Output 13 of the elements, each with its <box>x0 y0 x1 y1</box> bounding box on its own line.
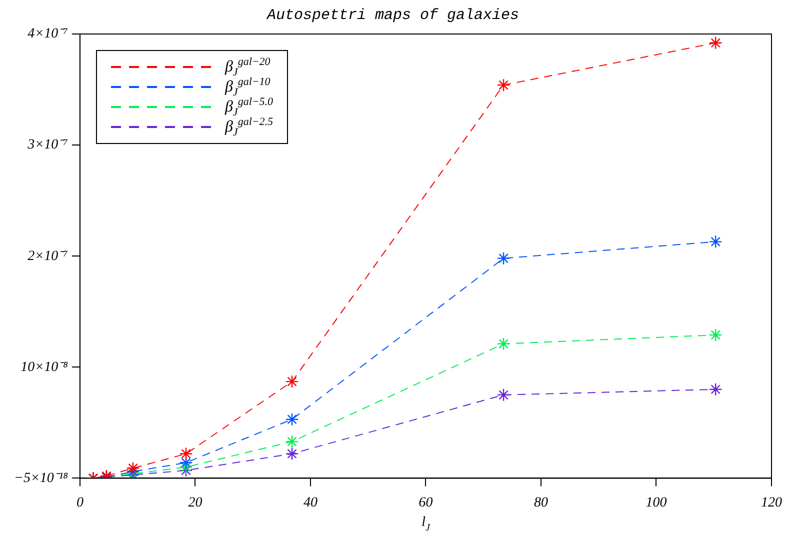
x-tick-label: 100 <box>646 495 667 510</box>
y-tick-label: −5×10⁻¹⁸ <box>14 470 68 486</box>
y-tick-label: 10×10⁻⁸ <box>20 360 68 375</box>
x-tick-label: 120 <box>761 495 782 510</box>
x-tick-label: 60 <box>418 495 433 510</box>
x-tick-label: 80 <box>534 495 548 510</box>
x-tick-label: 0 <box>76 495 84 510</box>
x-tick-label: 40 <box>303 495 318 510</box>
x-tick-label: 20 <box>188 495 202 510</box>
y-tick-label: 4×10⁻⁷ <box>28 26 68 42</box>
chart-title: Autospettri maps of galaxies <box>266 6 520 24</box>
y-tick-label: 3×10⁻⁷ <box>26 138 68 153</box>
y-tick-label: 2×10⁻⁷ <box>28 248 68 264</box>
